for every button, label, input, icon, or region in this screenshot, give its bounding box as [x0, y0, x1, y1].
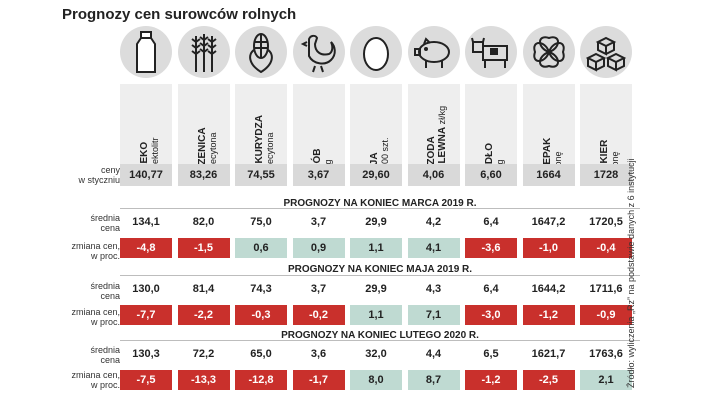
avg-cell: 3,7: [292, 212, 345, 232]
product-unit: zł/kg: [436, 105, 447, 125]
row-label-avg-3: średnia cena: [90, 345, 120, 365]
row-label-change-1: zmiana cen, w proc.: [71, 241, 120, 261]
avg-cell: 29,9: [350, 279, 402, 299]
change-cell: -3,0: [465, 305, 517, 325]
row-label-price: ceny w styczniu: [78, 165, 120, 185]
corn-icon: [235, 26, 287, 78]
change-cell: 0,6: [235, 238, 287, 258]
change-cell: -0,2: [292, 305, 345, 325]
change-cell: 7,1: [407, 305, 460, 325]
change-cell: -12,8: [235, 370, 287, 390]
change-cell: -3,6: [465, 238, 517, 258]
change-cell: -1,0: [522, 238, 575, 258]
avg-cell: 6,4: [465, 279, 517, 299]
change-cell: -2,5: [522, 370, 575, 390]
rapeseed-flower-icon: [522, 26, 575, 78]
avg-cell: 130,3: [120, 344, 172, 364]
price-cell: 1664: [522, 164, 575, 186]
wheat-icon: [177, 26, 230, 78]
change-cell: -1,2: [522, 305, 575, 325]
pig-icon: [407, 26, 460, 78]
change-cell: -7,5: [120, 370, 172, 390]
change-cell: 4,1: [407, 238, 460, 258]
section-title-march-2019: PROGNOZY NA KONIEC MARCA 2019 R.: [283, 198, 477, 209]
egg-icon: [350, 26, 402, 78]
avg-cell: 74,3: [235, 279, 287, 299]
avg-cell: 6,4: [465, 212, 517, 232]
avg-cell: 1647,2: [522, 212, 575, 232]
sugar-cubes-icon: [580, 26, 632, 78]
avg-cell: 1720,5: [580, 212, 632, 232]
change-cell: 1,1: [350, 238, 402, 258]
section-title-feb-2020: PROGNOZY NA KONIEC LUTEGO 2020 R.: [281, 330, 479, 341]
avg-cell: 1711,6: [580, 279, 632, 299]
avg-cell: 65,0: [235, 344, 287, 364]
row-label-change-3: zmiana cen, w proc.: [71, 370, 120, 390]
avg-cell: 1644,2: [522, 279, 575, 299]
change-cell: 2,1: [580, 370, 632, 390]
change-cell: -0,9: [580, 305, 632, 325]
avg-cell: 1763,6: [580, 344, 632, 364]
divider: [120, 340, 640, 341]
avg-cell: 75,0: [235, 212, 287, 232]
change-cell: -4,8: [120, 238, 172, 258]
avg-cell: 4,3: [407, 279, 460, 299]
change-cell: 8,7: [407, 370, 460, 390]
page-title: Prognozy cen surowców rolnych: [62, 6, 297, 23]
change-cell: -0,4: [580, 238, 632, 258]
avg-cell: 134,1: [120, 212, 172, 232]
row-label-avg-2: średnia cena: [90, 281, 120, 301]
price-cell: 1728: [580, 164, 632, 186]
change-cell: 0,9: [292, 238, 345, 258]
price-cell: 6,60: [465, 164, 517, 186]
divider: [120, 275, 640, 276]
change-cell: -1,5: [177, 238, 230, 258]
change-cell: -1,2: [465, 370, 517, 390]
price-cell: 4,06: [407, 164, 460, 186]
change-cell: -7,7: [120, 305, 172, 325]
change-cell: 1,1: [350, 305, 402, 325]
change-cell: -1,7: [292, 370, 345, 390]
avg-cell: 81,4: [177, 279, 230, 299]
avg-cell: 130,0: [120, 279, 172, 299]
price-cell: 74,55: [235, 164, 287, 186]
avg-cell: 3,7: [292, 279, 345, 299]
divider: [120, 208, 640, 209]
change-cell: -0,3: [235, 305, 287, 325]
change-cell: -13,3: [177, 370, 230, 390]
avg-cell: 1621,7: [522, 344, 575, 364]
avg-cell: 6,5: [465, 344, 517, 364]
avg-cell: 32,0: [350, 344, 402, 364]
price-cell: 3,67: [292, 164, 345, 186]
chicken-icon: [292, 26, 345, 78]
change-cell: 8,0: [350, 370, 402, 390]
price-cell: 29,60: [350, 164, 402, 186]
price-cell: 83,26: [177, 164, 230, 186]
row-label-change-2: zmiana cen, w proc.: [71, 307, 120, 327]
change-cell: -2,2: [177, 305, 230, 325]
avg-cell: 4,2: [407, 212, 460, 232]
cow-icon: [465, 26, 517, 78]
source-note: Źródło: wyliczenia „Rz” na podstawie dan…: [626, 158, 636, 388]
row-label-avg-1: średnia cena: [90, 213, 120, 233]
avg-cell: 3,6: [292, 344, 345, 364]
avg-cell: 82,0: [177, 212, 230, 232]
avg-cell: 4,4: [407, 344, 460, 364]
price-cell: 140,77: [120, 164, 172, 186]
avg-cell: 29,9: [350, 212, 402, 232]
milk-bottle-icon: [120, 26, 172, 78]
section-title-may-2019: PROGNOZY NA KONIEC MAJA 2019 R.: [287, 264, 473, 275]
avg-cell: 72,2: [177, 344, 230, 364]
